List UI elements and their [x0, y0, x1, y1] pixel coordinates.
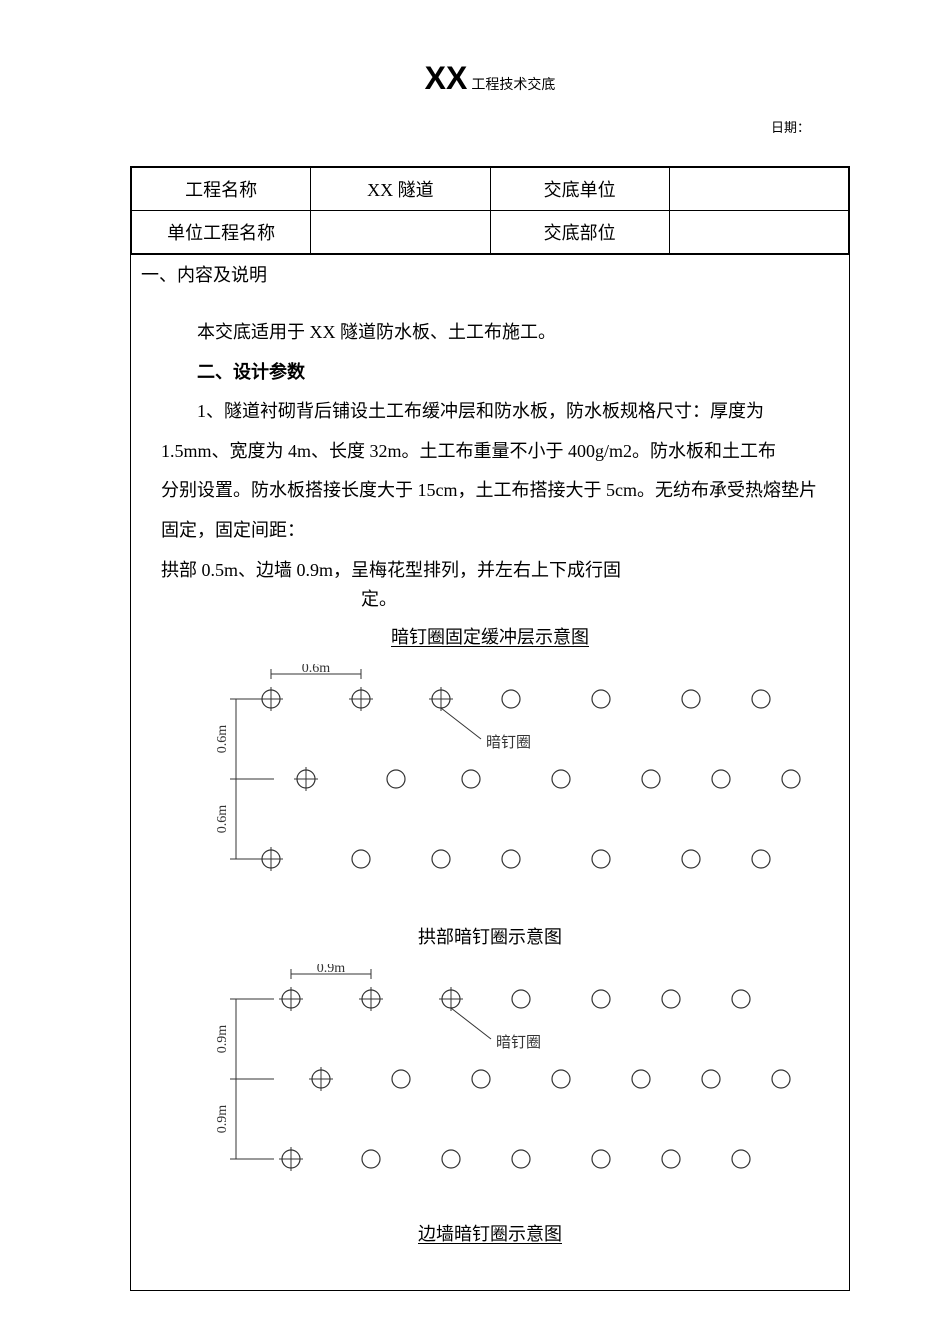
section2-title: 二、设计参数 — [161, 353, 819, 393]
document-title: XX 工程技术交底 — [130, 60, 850, 97]
svg-text:0.9m: 0.9m — [317, 964, 346, 976]
para-spacing-2: 定。 — [361, 590, 819, 608]
table-row: 单位工程名称 交底部位 — [132, 211, 849, 254]
cell-project-name-value: XX 隧道 — [311, 168, 490, 211]
diagram-2: 拱部暗钉圈示意图 0.9m 0.9m 0.9m 暗钉圈 — [161, 918, 819, 1208]
title-xx: XX — [425, 60, 468, 96]
header-table: 工程名称 XX 隧道 交底单位 单位工程名称 交底部位 — [131, 167, 849, 254]
cell-unit-value — [669, 168, 848, 211]
svg-text:0.6m: 0.6m — [215, 724, 230, 753]
section1-title: 一、内容及说明 — [131, 254, 849, 293]
cell-part-label: 交底部位 — [490, 211, 669, 254]
date-label: 日期： — [130, 117, 850, 136]
svg-text:暗钉圈: 暗钉圈 — [486, 734, 531, 751]
diagram-2-caption: 拱部暗钉圈示意图 — [161, 918, 819, 958]
para-spacing-1: 拱部 0.5m、边墙 0.9m，呈梅花型排列，并左右上下成行固 — [161, 551, 819, 591]
svg-text:0.9m: 0.9m — [215, 1105, 230, 1134]
para-intro: 本交底适用于 XX 隧道防水板、土工布施工。 — [161, 313, 819, 353]
diagram-3-caption: 边墙暗钉圈示意图 — [161, 1215, 819, 1255]
diagram-1: 暗钉圈固定缓冲层示意图 0.6m 0.6m 0.6m 暗钉圈 — [161, 618, 819, 908]
diagram-2-svg: 0.9m 0.9m 0.9m 暗钉圈 — [161, 964, 819, 1209]
main-box: 工程名称 XX 隧道 交底单位 单位工程名称 交底部位 一、内容及说明 本交底适… — [130, 166, 850, 1291]
cell-part-value — [669, 211, 848, 254]
para-spec-3: 分别设置。防水板搭接长度大于 15cm，土工布搭接大于 5cm。无纺布承受热熔垫… — [161, 471, 819, 511]
para-spec-2: 1.5mm、宽度为 4m、长度 32m。土工布重量不小于 400g/m2。防水板… — [161, 432, 819, 472]
svg-text:0.6m: 0.6m — [215, 804, 230, 833]
diagram-1-svg: 0.6m 0.6m 0.6m 暗钉圈 — [161, 664, 819, 909]
cell-subproject-label: 单位工程名称 — [132, 211, 311, 254]
cell-unit-label: 交底单位 — [490, 168, 669, 211]
para-spec-4: 固定，固定间距： — [161, 511, 819, 551]
svg-text:暗钉圈: 暗钉圈 — [496, 1034, 541, 1051]
content-area: 本交底适用于 XX 隧道防水板、土工布施工。 二、设计参数 1、隧道衬砌背后铺设… — [131, 293, 849, 1290]
table-row: 工程名称 XX 隧道 交底单位 — [132, 168, 849, 211]
svg-text:0.9m: 0.9m — [215, 1025, 230, 1054]
para-spec-1: 1、隧道衬砌背后铺设土工布缓冲层和防水板，防水板规格尺寸：厚度为 — [161, 392, 819, 432]
svg-text:0.6m: 0.6m — [302, 664, 331, 676]
title-sub: 工程技术交底 — [471, 78, 555, 93]
cell-subproject-value — [311, 211, 490, 254]
diagram-1-caption: 暗钉圈固定缓冲层示意图 — [161, 618, 819, 658]
cell-project-name-label: 工程名称 — [132, 168, 311, 211]
